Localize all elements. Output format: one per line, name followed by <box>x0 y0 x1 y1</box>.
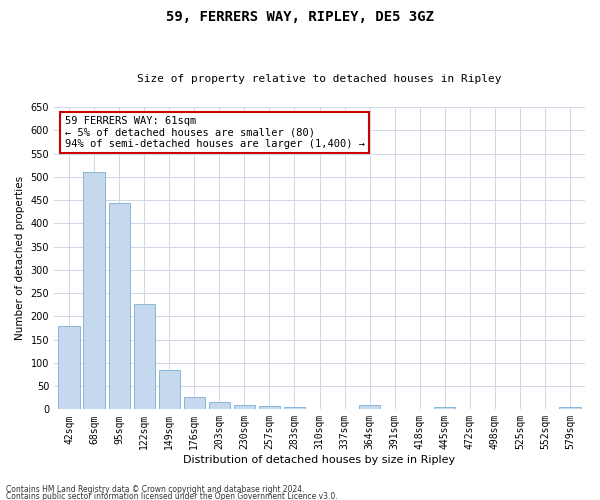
Bar <box>158 370 180 410</box>
Text: Contains HM Land Registry data © Crown copyright and database right 2024.: Contains HM Land Registry data © Crown c… <box>6 486 305 494</box>
Text: Contains public sector information licensed under the Open Government Licence v3: Contains public sector information licen… <box>6 492 338 500</box>
Text: 59 FERRERS WAY: 61sqm
← 5% of detached houses are smaller (80)
94% of semi-detac: 59 FERRERS WAY: 61sqm ← 5% of detached h… <box>65 116 365 150</box>
Bar <box>559 407 581 410</box>
Bar <box>184 397 205 409</box>
Bar <box>58 326 80 409</box>
Bar <box>134 304 155 410</box>
Text: 59, FERRERS WAY, RIPLEY, DE5 3GZ: 59, FERRERS WAY, RIPLEY, DE5 3GZ <box>166 10 434 24</box>
Bar <box>434 407 455 410</box>
X-axis label: Distribution of detached houses by size in Ripley: Distribution of detached houses by size … <box>184 455 455 465</box>
Bar <box>209 402 230 409</box>
Bar <box>109 204 130 410</box>
Bar <box>359 405 380 409</box>
Bar <box>259 406 280 409</box>
Bar <box>284 407 305 410</box>
Y-axis label: Number of detached properties: Number of detached properties <box>15 176 25 340</box>
Bar <box>234 405 255 409</box>
Bar <box>83 172 105 410</box>
Title: Size of property relative to detached houses in Ripley: Size of property relative to detached ho… <box>137 74 502 84</box>
